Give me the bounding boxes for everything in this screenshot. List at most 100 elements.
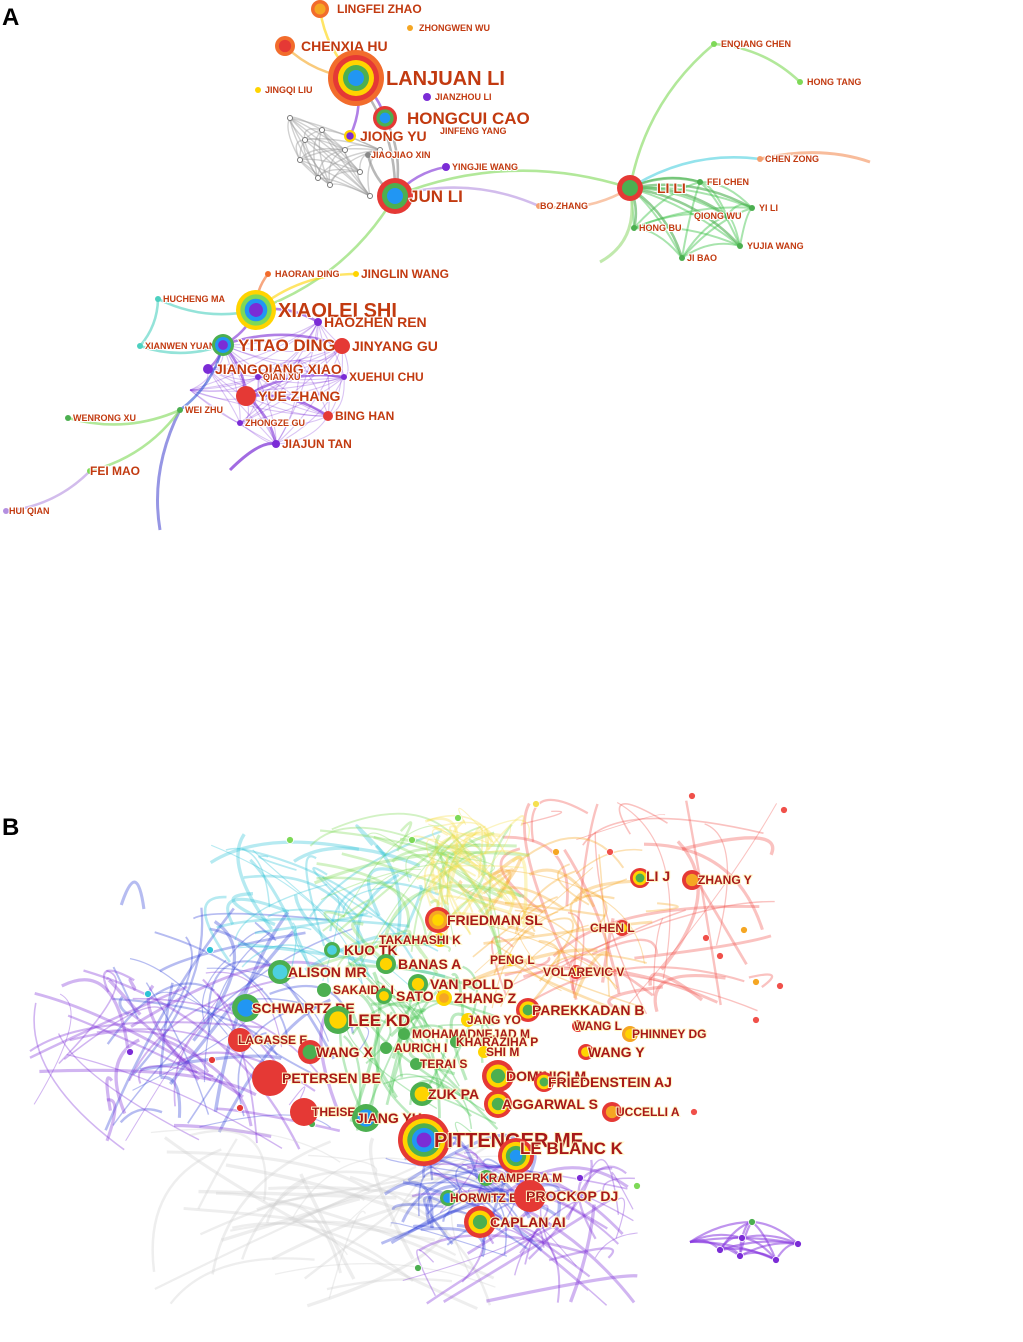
node-caplan-ai[interactable]: CAPLAN AI [464, 1206, 567, 1238]
background-edge [438, 831, 495, 921]
node-lingfei-zhao[interactable]: LINGFEI ZHAO [311, 0, 423, 18]
node-hucheng-ma[interactable]: HUCHENG MA [155, 293, 226, 305]
node-bo-zhang[interactable]: BO ZHANG [536, 200, 589, 212]
node-chen-l[interactable]: CHEN L [589, 920, 636, 936]
node-jiaojiao-xin[interactable]: JIAOJIAO XIN [365, 149, 432, 161]
node-bing-han[interactable]: BING HAN [323, 408, 395, 424]
node-jinfeng-yang[interactable]: JINFENG YANG [439, 125, 508, 137]
node-li-li[interactable]: LI LI [617, 175, 687, 201]
node-haozhen-ren[interactable]: HAOZHEN REN [314, 313, 428, 331]
node-yujia-wang[interactable]: YUJIA WANG [737, 240, 805, 252]
background-edge [373, 1011, 413, 1117]
node-zhongwen-wu[interactable]: ZHONGWEN WU [407, 22, 491, 34]
node-banas-a[interactable]: BANAS A [376, 954, 462, 974]
node-le-blanc-k[interactable]: LE BLANC K [498, 1138, 625, 1174]
node-ring [323, 411, 333, 421]
node-label: QIAN XU [263, 372, 301, 382]
background-edge [422, 1195, 454, 1245]
node-jianzhou-li[interactable]: JIANZHOU LI [423, 91, 493, 103]
node-jingqi-liu[interactable]: JINGQI LIU [255, 84, 314, 96]
node-xuehui-chu[interactable]: XUEHUI CHU [341, 369, 425, 385]
node-volarevic-v[interactable]: VOLAREVIC V [542, 964, 625, 980]
node-mohamadnejad-m[interactable]: MOHAMADNEJAD M [398, 1026, 531, 1042]
node-hong-tang[interactable]: HONG TANG [797, 76, 862, 88]
node-phinney-dg[interactable]: PHINNEY DG [622, 1026, 707, 1042]
background-edge [505, 1229, 608, 1306]
node-zhongze-gu[interactable]: ZHONGZE GU [237, 417, 306, 429]
node-jinglin-wang[interactable]: JINGLIN WANG [353, 266, 450, 282]
node-pittenger-mf[interactable]: PITTENGER MF [398, 1114, 584, 1166]
node-zhang-z[interactable]: ZHANG Z [436, 989, 518, 1007]
node-lanjuan-li[interactable]: LANJUAN LI [328, 50, 506, 106]
node-chen-zong[interactable]: CHEN ZONG [757, 153, 820, 165]
node-parekkadan-b[interactable]: PAREKKADAN B [516, 998, 646, 1022]
node-uccelli-a[interactable]: UCCELLI A [602, 1102, 681, 1122]
background-edge [241, 1180, 305, 1260]
node-hongcui-cao[interactable]: HONGCUI CAO [373, 106, 531, 130]
node-yingjie-wang[interactable]: YINGJIE WANG [442, 161, 519, 173]
node-zhang-y[interactable]: ZHANG Y [682, 870, 753, 890]
node-dominici-m[interactable]: DOMINICI M [482, 1060, 587, 1092]
background-edge [166, 1150, 371, 1193]
node-ji-bao[interactable]: JI BAO [679, 252, 718, 264]
background-edge [474, 866, 594, 974]
node-horwitz-em[interactable]: HORWITZ EM [440, 1190, 528, 1206]
node-jiajun-tan[interactable]: JIAJUN TAN [272, 436, 353, 452]
node-friedenstein-aj[interactable]: FRIEDENSTEIN AJ [534, 1072, 673, 1092]
background-edge [611, 968, 654, 997]
node-fei-mao[interactable]: FEI MAO [87, 463, 141, 479]
node-friedman-sl[interactable]: FRIEDMAN SL [425, 907, 544, 933]
background-edge [653, 973, 726, 1013]
node-krampera-m[interactable]: KRAMPERA M [478, 1170, 563, 1186]
node-aurich-i[interactable]: AURICH I [380, 1040, 448, 1056]
node-aggarwal-s[interactable]: AGGARWAL S [484, 1090, 599, 1118]
node-fei-chen[interactable]: FEI CHEN [697, 176, 750, 188]
node-lee-kd[interactable]: LEE KD [324, 1006, 411, 1034]
node-hong-bu[interactable]: HONG BU [631, 222, 683, 234]
node-shi-m[interactable]: SHI M [478, 1044, 520, 1060]
node-terai-s[interactable]: TERAI S [410, 1056, 468, 1072]
node-yitao-ding[interactable]: YITAO DING [212, 334, 337, 356]
background-edge [397, 999, 431, 1078]
node-wenrong-xu[interactable]: WENRONG XU [65, 412, 137, 424]
node-haoran-ding[interactable]: HAORAN DING [265, 268, 341, 280]
node-label: LI LI [657, 180, 686, 196]
node-qiong-wu[interactable]: QIONG WU [693, 210, 743, 222]
node-enqiang-chen[interactable]: ENQIANG CHEN [711, 38, 792, 50]
node-peng-l[interactable]: PENG L [489, 952, 536, 968]
node-yue-zhang[interactable]: YUE ZHANG [236, 386, 342, 406]
node-yi-li[interactable]: YI LI [749, 202, 779, 214]
node-jang-yo[interactable]: JANG YO [461, 1012, 522, 1028]
node-lagasse-e[interactable]: LAGASSE E [228, 1028, 308, 1052]
node-qian-xu[interactable]: QIAN XU [255, 371, 302, 383]
minor-node [716, 952, 724, 960]
node-takahashi-k[interactable]: TAKAHASHI K [378, 932, 462, 948]
node-jiangqiang-xiao[interactable]: JIANGQIANG XIAO [203, 360, 343, 378]
node-alison-mr[interactable]: ALISON MR [268, 960, 368, 984]
node-li-j[interactable]: LI J [630, 867, 671, 888]
node-wang-l[interactable]: WANG L [572, 1018, 623, 1034]
background-edge [145, 982, 210, 1115]
node-petersen-be[interactable]: PETERSEN BE [252, 1060, 382, 1096]
background-edge [499, 847, 544, 914]
node-chenxia-hu[interactable]: CHENXIA HU [275, 36, 389, 56]
node-jiong-yu[interactable]: JIONG YU [344, 127, 428, 145]
node-wei-zhu[interactable]: WEI ZHU [177, 404, 224, 416]
node-xianwen-yuan[interactable]: XIANWEN YUAN [137, 340, 216, 352]
cluster-edge [299, 159, 371, 197]
node-sato-y[interactable]: SATO Y [376, 987, 448, 1005]
node-jun-li[interactable]: JUN LI [377, 178, 464, 214]
node-van-poll-d[interactable]: VAN POLL D [408, 974, 515, 994]
node-label: LI J [646, 868, 670, 884]
node-xiaolei-shi[interactable]: XIAOLEI SHI [236, 290, 398, 330]
node-hui-qian[interactable]: HUI QIAN [3, 505, 51, 517]
node-kharaziha-p[interactable]: KHARAZIHA P [450, 1034, 539, 1050]
node-wang-y[interactable]: WANG Y [578, 1043, 646, 1061]
node-jinyang-gu[interactable]: JINYANG GU [334, 337, 439, 355]
minor-node [690, 1108, 698, 1116]
node-prockop-dj[interactable]: PROCKOP DJ [514, 1180, 619, 1212]
node-zuk-pa[interactable]: ZUK PA [410, 1082, 480, 1106]
cluster-edge [329, 149, 381, 186]
background-edge [482, 868, 514, 895]
node-wang-x[interactable]: WANG X [298, 1040, 374, 1064]
